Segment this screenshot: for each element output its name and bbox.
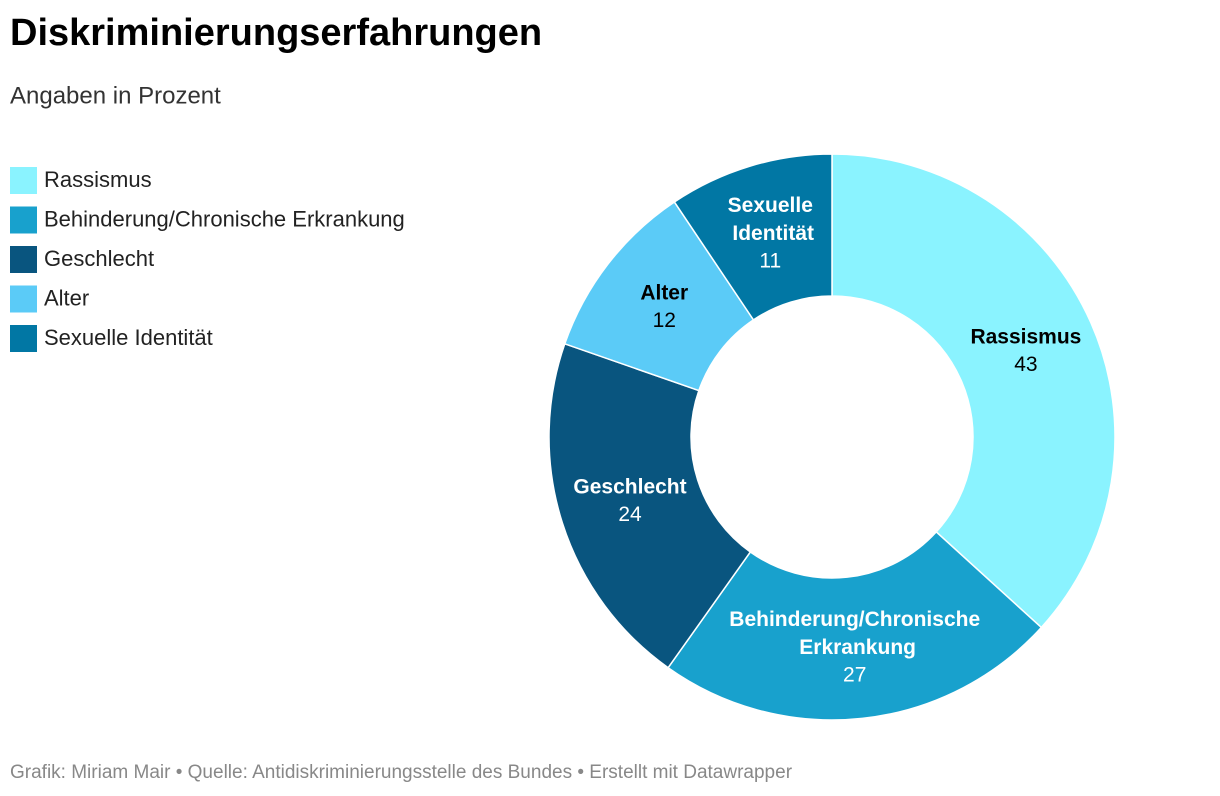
segment-label: Sexuelle Identität [727, 194, 815, 245]
segment-label: Geschlecht [573, 475, 686, 498]
segment-label: Behinderung/Chronische Erkrankung [729, 607, 980, 658]
value-label: 11 [759, 250, 781, 273]
legend-swatch [10, 325, 37, 352]
segment-label: Rassismus [970, 325, 1081, 348]
legend-label: Rassismus [44, 167, 152, 192]
value-label: 27 [843, 663, 866, 686]
segment-label: Alter [640, 281, 688, 304]
chart-title: Diskriminierungserfahrungen [10, 12, 542, 54]
legend-label: Behinderung/Chronische Erkrankung [44, 206, 405, 231]
value-label: 12 [653, 309, 676, 332]
legend-swatch [10, 167, 37, 194]
legend-swatch [10, 285, 37, 313]
footer: Grafik: Miriam Mair • Quelle: Antidiskri… [10, 762, 793, 783]
legend-label: Alter [44, 285, 89, 310]
value-label: 24 [618, 503, 642, 526]
donut-segment [667, 530, 1043, 721]
legend-swatch [10, 206, 37, 234]
donut-segment [673, 153, 833, 321]
donut-segment [831, 153, 1116, 629]
legend-swatch [10, 246, 37, 273]
donut-segment [548, 342, 752, 669]
chart-subtitle: Angaben in Prozent [10, 82, 221, 109]
value-label: 43 [1014, 353, 1037, 376]
legend-label: Geschlecht [44, 246, 154, 271]
legend-label: Sexuelle Identität [44, 325, 213, 350]
